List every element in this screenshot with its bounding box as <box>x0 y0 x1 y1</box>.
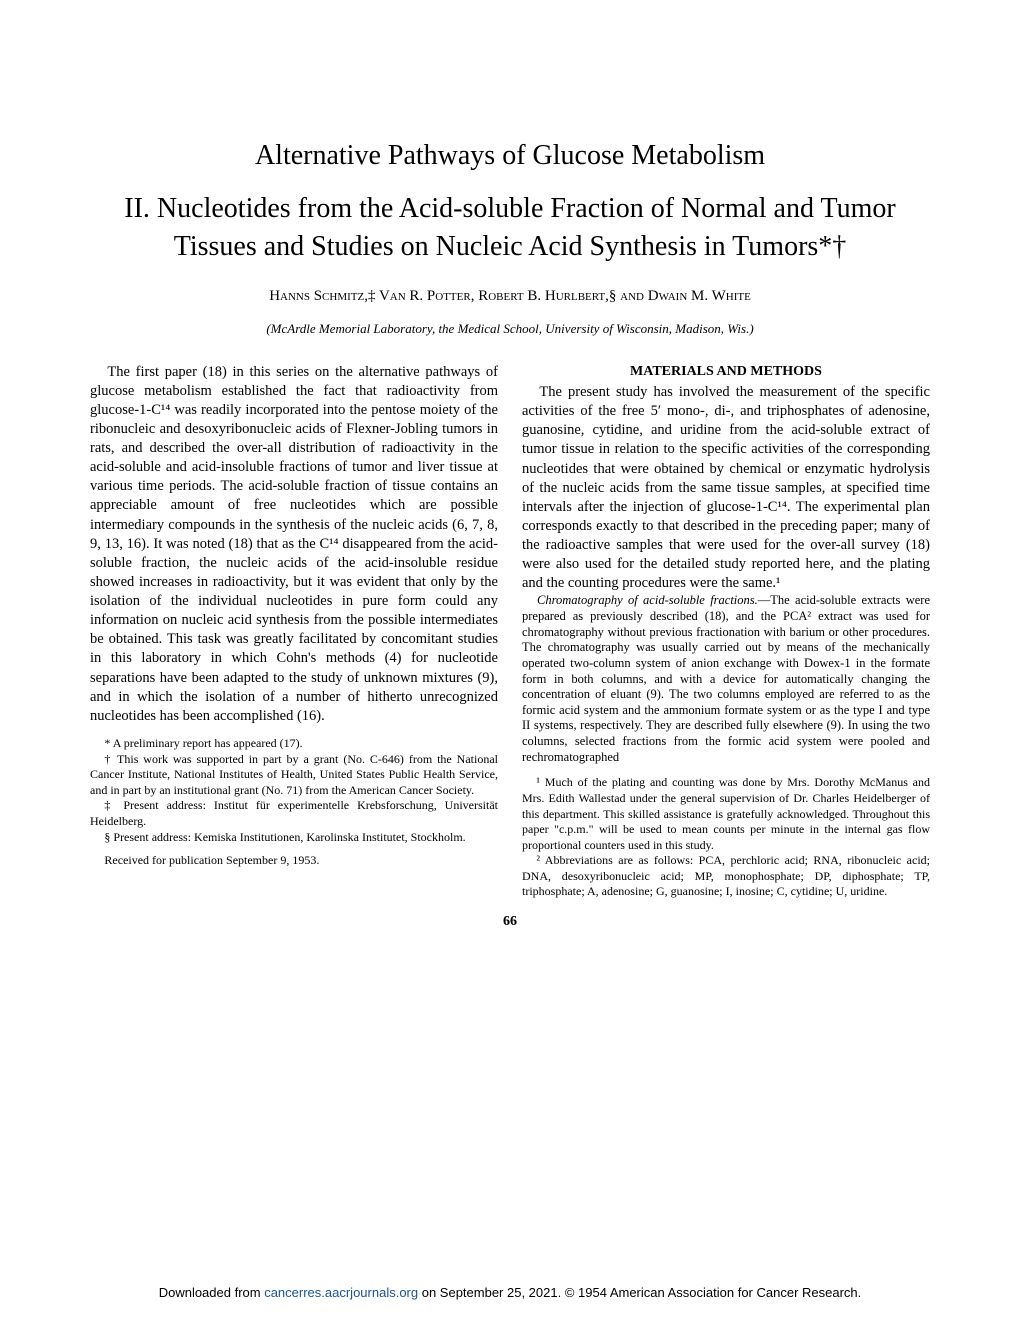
section-heading-methods: MATERIALS AND METHODS <box>522 363 930 381</box>
footer-post: on September 25, 2021. © 1954 American A… <box>418 1285 861 1300</box>
column-right: MATERIALS AND METHODS The present study … <box>522 363 930 900</box>
footnotes-right: ¹ Much of the plating and counting was d… <box>522 775 930 900</box>
body-columns: The first paper (18) in this series on t… <box>90 363 930 900</box>
footnote-section: § Present address: Kemiska Institutionen… <box>90 830 498 846</box>
affiliation: (McArdle Memorial Laboratory, the Medica… <box>90 321 930 337</box>
footnote-2: ² Abbreviations are as follows: PCA, per… <box>522 853 930 900</box>
received-date: Received for publication September 9, 19… <box>90 853 498 869</box>
footer-link[interactable]: cancerres.aacrjournals.org <box>264 1285 418 1300</box>
footnotes-left: * A preliminary report has appeared (17)… <box>90 736 498 869</box>
title-subtitle: II. Nucleotides from the Acid-soluble Fr… <box>90 190 930 266</box>
title-main: Alternative Pathways of Glucose Metaboli… <box>90 140 930 172</box>
footnote-dagger: † This work was supported in part by a g… <box>90 752 498 799</box>
page-number: 66 <box>90 914 930 930</box>
chromatography-text: —The acid-soluble extracts were prepared… <box>522 593 930 763</box>
methods-paragraph-2: Chromatography of acid-soluble fractions… <box>522 593 930 765</box>
methods-paragraph-1: The present study has involved the measu… <box>522 383 930 593</box>
intro-paragraph: The first paper (18) in this series on t… <box>90 363 498 726</box>
footnote-double-dagger: ‡ Present address: Institut für experime… <box>90 798 498 829</box>
footer-pre: Downloaded from <box>159 1285 265 1300</box>
footnote-asterisk: * A preliminary report has appeared (17)… <box>90 736 498 752</box>
authors: Hanns Schmitz,‡ Van R. Potter, Robert B.… <box>90 286 930 307</box>
footnote-1: ¹ Much of the plating and counting was d… <box>522 775 930 853</box>
download-footer: Downloaded from cancerres.aacrjournals.o… <box>0 1284 1020 1302</box>
column-left: The first paper (18) in this series on t… <box>90 363 498 900</box>
chromatography-label: Chromatography of acid-soluble fractions… <box>537 593 758 607</box>
